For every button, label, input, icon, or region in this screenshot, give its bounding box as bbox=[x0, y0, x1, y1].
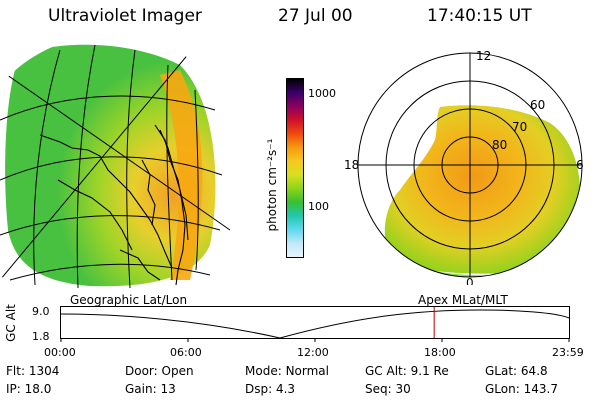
time-tick-0600: 06:00 bbox=[170, 346, 202, 359]
status-glat: GLat: 64.8 bbox=[485, 364, 548, 378]
auroral-emission bbox=[5, 44, 216, 287]
mlt-label-12: 12 bbox=[476, 49, 491, 63]
time-tick-1800: 18:00 bbox=[424, 346, 456, 359]
alt-ymax: 9.0 bbox=[32, 305, 50, 318]
status-dsp: Dsp: 4.3 bbox=[245, 382, 296, 396]
lat-label-80: 80 bbox=[492, 138, 507, 152]
time-tick-1200: 12:00 bbox=[297, 346, 329, 359]
status-glon: GLon: 143.7 bbox=[485, 382, 558, 396]
colorbar bbox=[286, 78, 304, 258]
polar-plot: 12 18 6 0 60 70 80 bbox=[344, 49, 584, 285]
colorbar-tick-100: 100 bbox=[308, 200, 329, 213]
time-tick-2359: 23:59 bbox=[552, 346, 584, 359]
status-seq: Seq: 30 bbox=[365, 382, 411, 396]
alt-strip-frame bbox=[60, 306, 570, 339]
colorbar-label: photon cm⁻²s⁻¹ bbox=[265, 138, 279, 232]
status-door: Door: Open bbox=[125, 364, 194, 378]
colorbar-tick-1000: 1000 bbox=[308, 87, 336, 100]
mlt-label-6: 6 bbox=[576, 158, 584, 172]
time-tick-0000: 00:00 bbox=[44, 346, 76, 359]
alt-ymin: 1.8 bbox=[32, 330, 50, 343]
status-gc-alt: GC Alt: 9.1 Re bbox=[365, 364, 449, 378]
status-ip: IP: 18.0 bbox=[6, 382, 52, 396]
date-label: 27 Jul 00 bbox=[278, 6, 353, 26]
time-label: 17:40:15 UT bbox=[427, 6, 532, 26]
geographic-image bbox=[0, 39, 231, 289]
mlt-label-18: 18 bbox=[344, 158, 359, 172]
mlt-label-0: 0 bbox=[466, 276, 474, 285]
auroral-oval bbox=[384, 105, 581, 274]
alt-strip-ylabel: GC Alt bbox=[4, 304, 18, 342]
status-flt: Flt: 1304 bbox=[6, 364, 60, 378]
left-panel-label: Geographic Lat/Lon bbox=[70, 293, 188, 307]
instrument-title: Ultraviolet Imager bbox=[48, 6, 202, 26]
lat-label-60: 60 bbox=[530, 98, 545, 112]
lat-label-70: 70 bbox=[512, 120, 527, 134]
altitude-curve bbox=[60, 309, 570, 339]
status-gain: Gain: 13 bbox=[125, 382, 176, 396]
right-panel-label: Apex MLat/MLT bbox=[418, 293, 508, 307]
altitude-strip-plot bbox=[60, 306, 570, 342]
status-mode: Mode: Normal bbox=[245, 364, 329, 378]
